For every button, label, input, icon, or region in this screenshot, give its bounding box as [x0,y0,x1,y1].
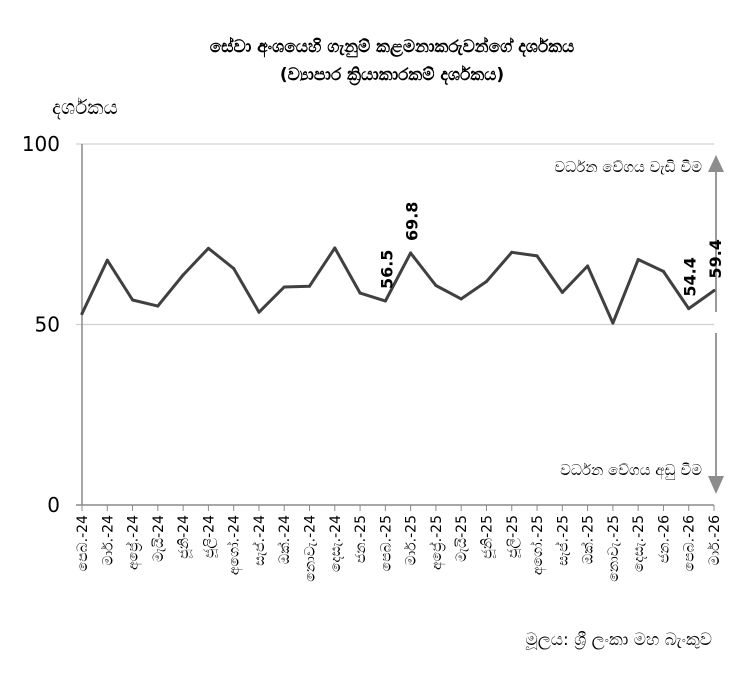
chart-title: සේවා අංශයෙහි ගැනුම් කළමනාකරුවන්ගේ දර්ශකය [210,36,575,58]
data-point [206,246,210,250]
x-tick-label: නොවැ.-25 [606,515,622,582]
x-tick-label: දෙසැ.-24 [328,515,344,572]
x-tick-label: ජන.-25 [353,515,369,563]
x-tick-label: ඔක්.-25 [580,515,596,564]
data-point [560,290,564,294]
source-note: මූලය: ශ්‍රී ලංකා මහ බැංකුව [526,630,712,650]
y-tick-label: 0 [47,493,60,517]
up-arrow-icon [708,155,724,172]
data-point [712,289,716,293]
y-tick-label: 50 [35,313,60,337]
data-point [611,321,615,325]
data-point [434,284,438,288]
data-point [131,298,135,302]
x-tick-label: දෙසැ.-25 [631,515,647,572]
x-tick-label: මැයි-25 [454,515,470,562]
x-tick-label: ඔක්.-24 [277,515,293,564]
x-tick-label: සැප්.-25 [555,515,571,566]
data-point [156,304,160,308]
data-point [308,284,312,288]
data-point [535,254,539,258]
data-point [636,258,640,262]
data-point [459,297,463,301]
data-point [105,258,109,262]
x-tick-label: නොවැ.-24 [303,515,319,582]
data-point [257,310,261,314]
x-tick-label: මාර්.-25 [404,515,420,565]
data-point [80,312,84,316]
x-tick-label: ජූනි-25 [479,515,496,559]
x-tick-label: අගෝ.-25 [530,515,547,575]
series-line [80,246,716,325]
data-point [383,299,387,303]
data-point [661,269,665,273]
down-arrow-icon [708,476,724,494]
x-tick-label: මැයි-24 [151,515,167,562]
y-tick-label: 100 [22,132,60,156]
data-point [586,264,590,268]
data-label: 69.8 [403,202,422,241]
data-point [409,251,413,255]
data-label: 59.4 [706,239,725,278]
data-point [282,285,286,289]
chart-subtitle: (ව්‍යාපාර ක්‍රියාකාරකම් දර්ශකය) [280,65,504,86]
data-point [232,267,236,271]
x-tick-label: ජූනි-24 [176,515,193,559]
decrease-annotation: වර්ධන වේගය අඩු වීම [560,461,702,480]
data-label: 56.5 [377,250,396,289]
x-tick-label: මාර්.-26 [707,515,723,566]
data-label: 54.4 [681,257,700,296]
x-tick-label: අප්‍රේ.-25 [429,515,446,570]
data-point [333,246,337,250]
data-point [484,280,488,284]
x-tick-label: පෙබ.-25 [378,515,394,571]
data-point [181,273,185,277]
x-tick-label: සැප්.-24 [252,515,268,566]
increase-annotation: වර්ධන වේගය වැඩි වීම [554,158,702,176]
x-tick-label: මාර්.-24 [100,515,116,566]
x-tick-label: පෙබ.-24 [75,515,91,571]
data-point [510,250,514,254]
y-axis-label: දර්ශකය [52,95,118,119]
x-tick-label: පෙබ.-26 [682,515,698,571]
x-tick-label: ජූලි-24 [201,515,218,558]
x-tick-label: ජූලි-25 [505,515,522,558]
x-tick-label: අගෝ.-24 [227,515,244,575]
x-tick-label: අප්‍රේ.-24 [125,515,142,570]
data-point [687,307,691,311]
x-tick-label: ජන.-26 [656,515,672,563]
data-point [358,291,362,295]
